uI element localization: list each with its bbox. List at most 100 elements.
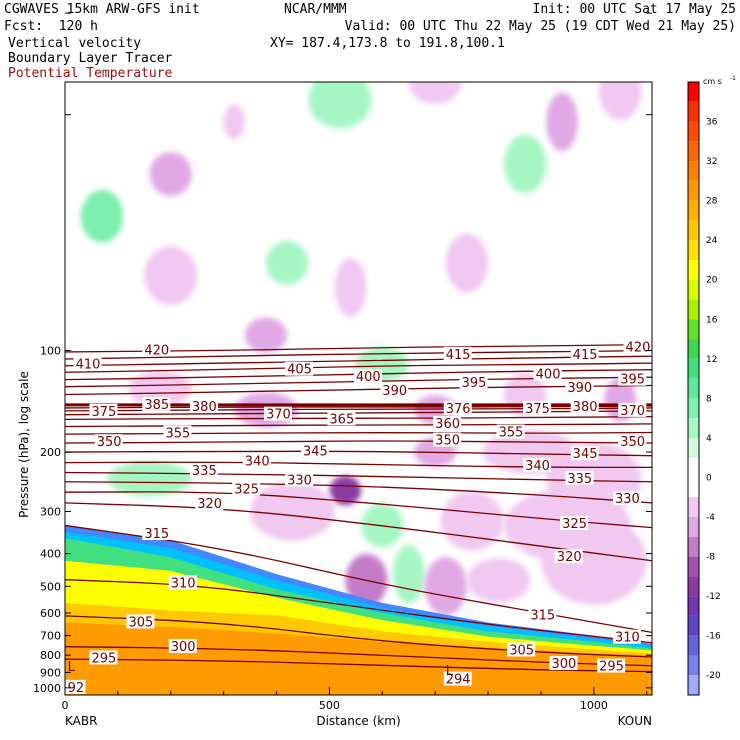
colorbar-bin — [688, 497, 699, 518]
isentrope-label: 340 — [245, 454, 270, 469]
colorbar-bin — [688, 121, 699, 142]
isentrope-label-bg-6 — [232, 481, 261, 496]
colorbar-bin — [688, 615, 699, 636]
isentrope-label: 400 — [536, 368, 561, 383]
colorbar-bin — [688, 675, 699, 695]
w-cell-32 — [540, 516, 647, 605]
isentrope-label: 410 — [76, 357, 101, 372]
colorbar-unit: cm s — [703, 77, 722, 86]
isentrope-370 — [65, 410, 652, 416]
isentrope-label: 380 — [192, 400, 217, 415]
isentrope-label-bg-23 — [443, 346, 472, 361]
isentrope-label-bg-5 — [195, 495, 224, 510]
isentrope-label: 92 — [68, 681, 85, 696]
colorbar-bin — [688, 378, 699, 399]
colorbar-bin — [688, 101, 699, 122]
colorbar-bin — [688, 596, 699, 616]
colorbar-bin — [688, 240, 699, 260]
x-axis-label: Distance (km) — [316, 714, 400, 728]
isentrope-label: 340 — [525, 459, 550, 474]
y-tick-label: 700 — [40, 630, 61, 643]
isentrope-label: 365 — [329, 412, 354, 427]
colorbar-bin — [688, 517, 699, 537]
isentrope-label-bg-0 — [89, 650, 118, 665]
header-center-line1: NCAR/MMM — [284, 2, 347, 17]
isentrope-label: 415 — [446, 348, 471, 363]
colorbar-tick-label: -20 — [706, 671, 721, 681]
header-left-line2: Fcst: 120 h — [4, 19, 98, 34]
isentrope-label-bg-7 — [285, 472, 314, 487]
isentrope-label: 350 — [620, 435, 645, 450]
colorbar-bin — [688, 161, 699, 181]
y-tick-label: 300 — [40, 505, 61, 518]
endpoint-left: KABR — [65, 714, 97, 728]
isentrope-label-bg-21 — [285, 361, 314, 376]
y-tick-label: 100 — [40, 344, 61, 357]
w-cell-4 — [408, 82, 462, 104]
isentrope-label-bg-39 — [565, 379, 594, 394]
isentrope-label: 405 — [287, 363, 312, 378]
isentrope-label-bg-31 — [618, 434, 647, 449]
isentrope-415 — [65, 349, 652, 360]
w-cell-0 — [80, 189, 124, 243]
field-boundary-layer-tracer: Boundary Layer Tracer — [8, 51, 173, 66]
isentrope-label: 335 — [567, 472, 592, 487]
isentrope-label-bg-3 — [168, 575, 197, 590]
w-cell-24 — [250, 482, 335, 541]
y-tick-label: 800 — [40, 649, 61, 662]
isentrope-label: 395 — [462, 376, 487, 391]
w-cell-2 — [223, 104, 245, 140]
colorbar-bin — [688, 437, 699, 458]
isentrope-label-bg-46 — [507, 642, 536, 657]
isentrope-label-bg-50 — [65, 679, 86, 694]
isentrope-label-bg-22 — [73, 356, 102, 371]
isentrope-label: 376 — [446, 402, 471, 417]
isentrope-label: 415 — [573, 348, 598, 363]
isentrope-label: 310 — [171, 576, 196, 591]
isentrope-label-bg-2 — [126, 614, 155, 629]
isentrope-label: 400 — [356, 370, 381, 385]
w-cell-30 — [424, 556, 467, 616]
y-tick-label: 900 — [40, 666, 61, 679]
colorbar-tick-label: 24 — [706, 236, 718, 246]
w-cell-31 — [466, 558, 531, 603]
isentrope-label-bg-14 — [327, 411, 356, 426]
colorbar-bin — [688, 200, 699, 221]
isentrope-325 — [65, 491, 652, 529]
isentrope-label-bg-30 — [570, 446, 599, 461]
isentrope-label-bg-36 — [443, 400, 472, 415]
isentrope-label-bg-15 — [263, 406, 292, 421]
colorbar-tick-label: -12 — [706, 592, 721, 602]
colorbar-bin — [688, 82, 699, 102]
isentrope-label: 320 — [557, 550, 582, 565]
isentrope-label-bg-18 — [380, 383, 409, 398]
w-cell-6 — [546, 92, 578, 152]
isentrope-label-bg-25 — [554, 549, 583, 564]
colorbar-bin — [688, 180, 699, 201]
isentrope-350 — [65, 440, 652, 444]
x-tick-label: 1000 — [580, 699, 608, 712]
isentrope-label-bg-37 — [189, 398, 218, 413]
w-cell-29 — [392, 544, 425, 604]
w-cell-5 — [503, 134, 547, 194]
isentrope-label-bg-40 — [618, 371, 647, 386]
isentrope-315 — [65, 524, 652, 634]
colorbar-bin — [688, 358, 699, 379]
w-cell-1 — [149, 152, 192, 197]
header-xy-line: XY= 187.4,173.8 to 191.8,100.1 — [270, 36, 505, 51]
isentrope-label: 325 — [234, 482, 259, 497]
isentrope-label-bg-34 — [618, 402, 647, 417]
isentrope-label-bg-24 — [142, 342, 171, 357]
isentrope-label-bg-29 — [523, 458, 552, 473]
isentrope-label: 295 — [599, 660, 624, 675]
colorbar-bin — [688, 556, 699, 577]
y-tick-label: 600 — [40, 607, 61, 620]
colorbar-bin — [688, 141, 699, 162]
colorbar-bin — [688, 536, 699, 557]
isentrope-label-bg-49 — [443, 671, 472, 686]
isentrope-label: 294 — [446, 673, 471, 688]
isentrope-label: 300 — [171, 640, 196, 655]
colorbar-tick-label: -8 — [706, 553, 715, 563]
w-cell-26 — [440, 491, 504, 551]
x-tick-label: 500 — [319, 699, 340, 712]
